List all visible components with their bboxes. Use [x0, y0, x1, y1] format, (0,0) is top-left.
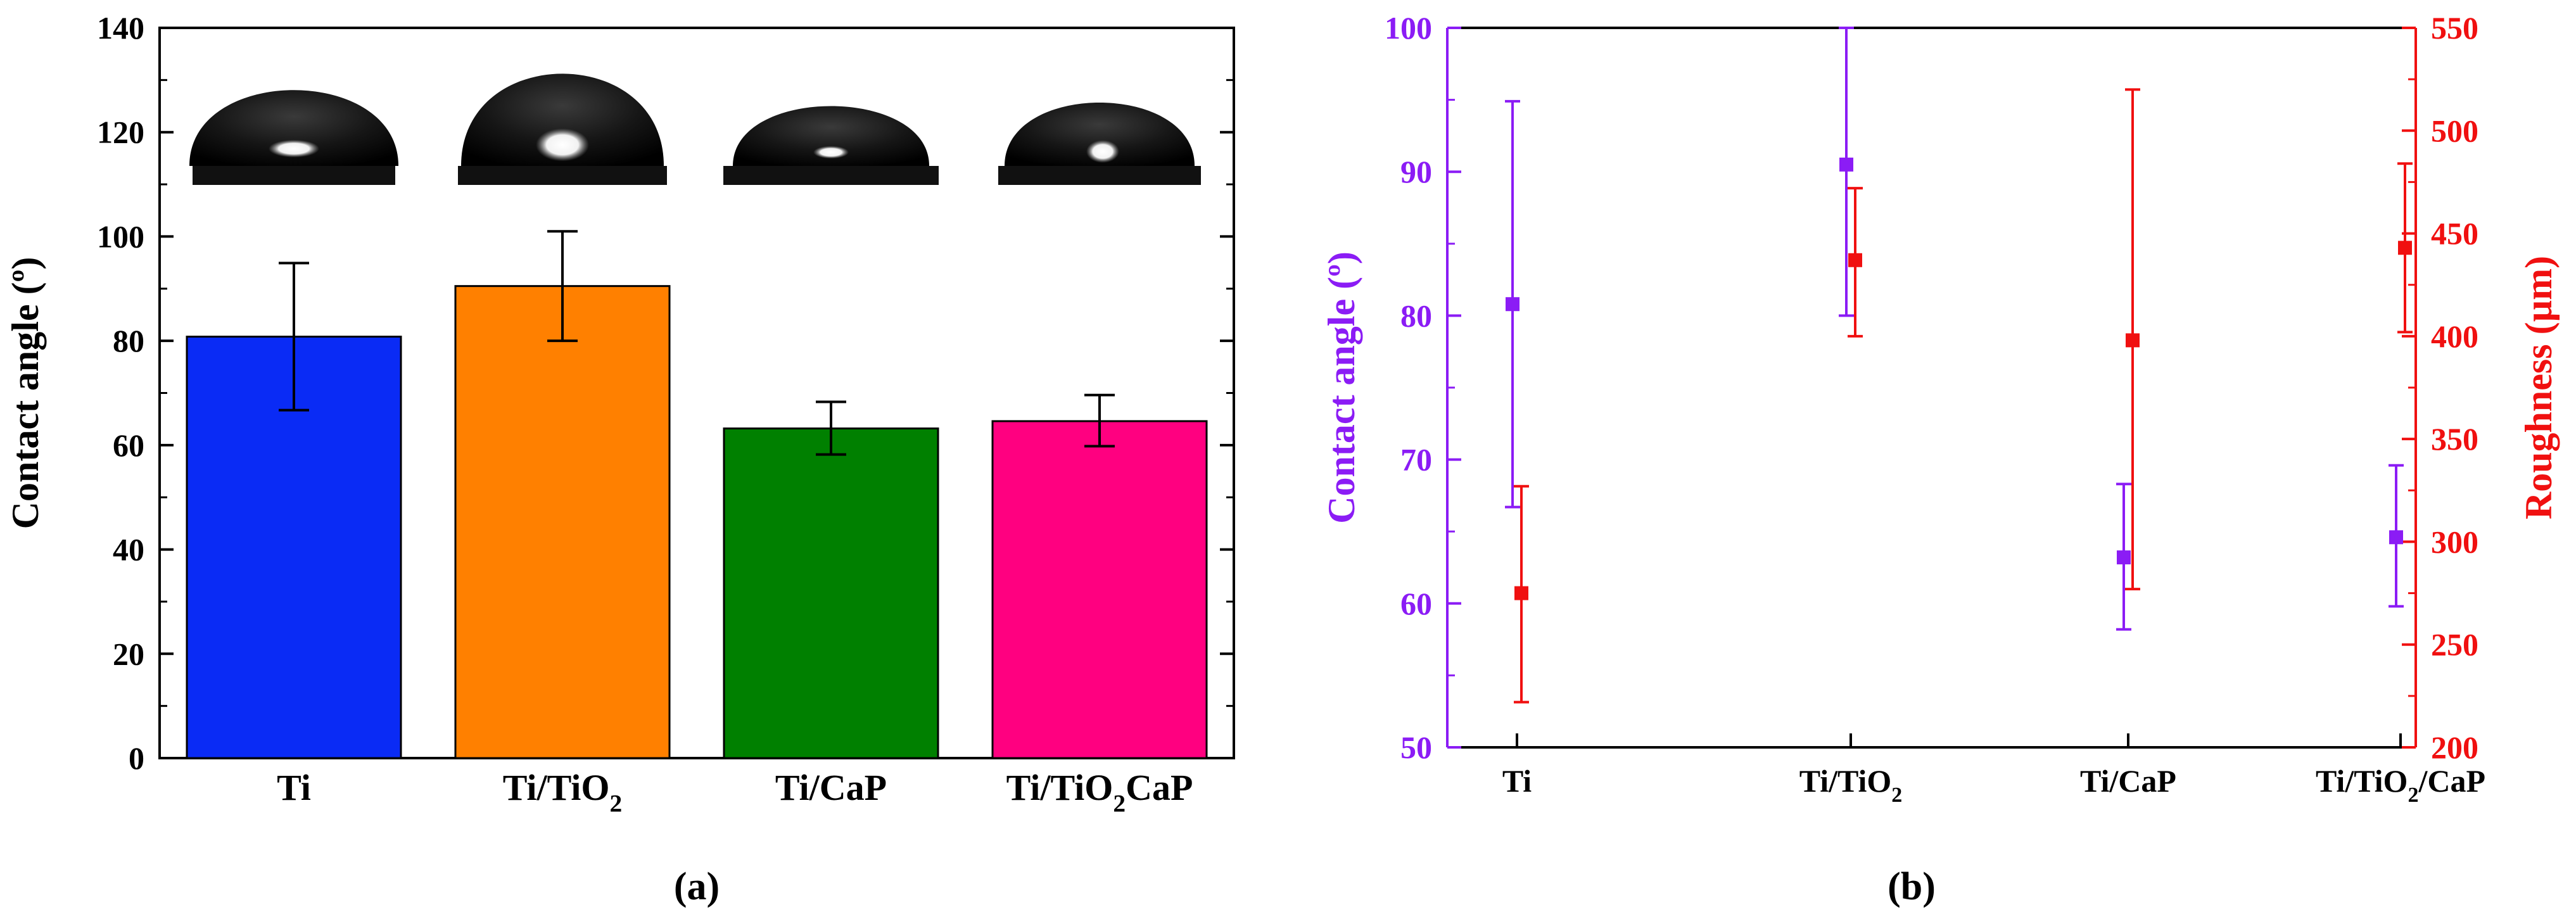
y-right-tick-label-b: 450: [2431, 216, 2478, 251]
x-tick-label-b: Ti: [1502, 763, 1532, 799]
y-right-tick-label-b: 400: [2431, 319, 2478, 354]
droplet-shape: [733, 106, 929, 166]
x-tick-label-a: Ti: [277, 767, 311, 808]
droplet-shape: [189, 90, 398, 166]
panel-a-bar-chart: 0 20 40 60 80 100 120 140 Contact angle (º) Ti Ti/…: [4, 10, 1235, 908]
roughness-point-0: [1514, 586, 1528, 600]
droplet-image-3: [998, 102, 1201, 185]
y-right-axis-label-b: Roughness (µm): [2518, 256, 2560, 519]
contact-angle-point-0: [1506, 297, 1520, 312]
droplet-image-0: [189, 90, 398, 185]
droplet-substrate: [193, 166, 395, 185]
x-tick-label-a-subscript: 2: [1113, 790, 1126, 818]
panel-label-a: (a): [674, 865, 720, 908]
droplet-shape: [1005, 102, 1195, 166]
y-right-tick-label-b: 350: [2431, 421, 2478, 457]
x-tick-label-b-subscript: 2: [1891, 783, 1902, 807]
x-tick-label-a-tail: CaP: [1126, 767, 1193, 808]
x-tick-label-a: Ti/CaP: [775, 767, 887, 808]
x-tick-label-b: Ti/TiO2: [1799, 763, 1902, 807]
x-tick-label-a-main: Ti: [277, 767, 311, 808]
bar-1: [454, 285, 671, 759]
y-left-tick-label-b: 60: [1400, 586, 1432, 621]
roughness-point-2: [2126, 333, 2140, 348]
y-tick-label-a: 80: [113, 323, 144, 358]
droplet-highlight: [813, 146, 849, 159]
x-tick-label-b-main: Ti/TiO: [1799, 763, 1891, 799]
x-tick-label-a: Ti/TiO2: [503, 767, 622, 818]
panel-label-b: (b): [1888, 865, 1936, 908]
error-bar-a-3: [1084, 393, 1115, 448]
error-bar-a-2: [816, 400, 846, 456]
x-tick-label-b-tail: /CaP: [2418, 763, 2485, 799]
x-tick-label-b-main: Ti/TiO: [2316, 763, 2408, 799]
droplet-substrate: [458, 166, 667, 185]
contact-angle-point-2: [2117, 550, 2131, 565]
y-tick-label-a: 60: [113, 428, 144, 463]
y-left-tick-label-b: 50: [1400, 730, 1432, 765]
y-left-tick-label-b: 90: [1400, 154, 1432, 189]
x-tick-label-a-main: Ti/CaP: [775, 767, 887, 808]
bar-3: [991, 420, 1208, 759]
y-left-tick-label-b: 100: [1385, 10, 1432, 46]
panel-b-dual-axis-chart: 50 60 70 80 90 100 200 250 300 350 400 450 500 550 Con…: [1321, 10, 2560, 908]
contact-angle-point-3: [2389, 530, 2403, 545]
x-tick-label-a-subscript: 2: [610, 790, 623, 818]
x-tick-label-b-main: Ti/CaP: [2080, 763, 2176, 799]
droplet-image-2: [723, 106, 939, 185]
x-tick-label-a-main: Ti/TiO: [503, 767, 610, 808]
y-left-tick-label-b: 80: [1400, 298, 1432, 333]
y-tick-label-a: 140: [97, 10, 144, 46]
y-right-tick-label-b: 300: [2431, 524, 2478, 559]
y-right-tick-label-b: 550: [2431, 10, 2478, 46]
x-tick-label-b-main: Ti: [1502, 763, 1532, 799]
y-left-tick-label-b: 70: [1400, 442, 1432, 478]
droplet-highlight: [1086, 140, 1119, 163]
droplet-substrate: [998, 166, 1201, 185]
droplet-highlight: [536, 128, 589, 162]
y-right-tick-label-b: 500: [2431, 113, 2478, 148]
error-bar-a-0: [279, 262, 309, 412]
y-tick-label-a: 100: [97, 218, 144, 254]
x-tick-label-b: Ti/TiO2/CaP: [2316, 763, 2485, 807]
bar-2: [723, 428, 939, 759]
x-tick-label-b-subscript: 2: [2408, 783, 2418, 807]
droplet-shape: [461, 73, 664, 166]
error-bar-a-1: [547, 230, 578, 343]
y-tick-label-a: 40: [113, 532, 144, 567]
y-right-tick-label-b: 200: [2431, 730, 2478, 765]
contact-angle-point-1: [1839, 157, 1853, 172]
y-right-tick-label-b: 250: [2431, 627, 2478, 662]
x-tick-label-a-main: Ti/TiO: [1006, 767, 1114, 808]
roughness-point-1: [1848, 253, 1862, 267]
droplet-highlight: [269, 139, 319, 158]
x-tick-label-b: Ti/CaP: [2080, 763, 2176, 799]
x-tick-label-a: Ti/TiO2CaP: [1006, 767, 1193, 818]
y-axis-label-a: Contact angle (º): [4, 257, 46, 529]
y-tick-label-a: 0: [129, 740, 144, 776]
y-left-axis-label-b: Contact angle (º): [1321, 251, 1362, 524]
contact-angle-error-bar-1: [1839, 27, 1854, 317]
droplet-image-1: [458, 73, 667, 185]
roughness-point-3: [2398, 241, 2412, 255]
y-tick-label-a: 120: [97, 115, 144, 150]
y-tick-label-a: 20: [113, 636, 144, 671]
droplet-substrate: [723, 166, 939, 185]
